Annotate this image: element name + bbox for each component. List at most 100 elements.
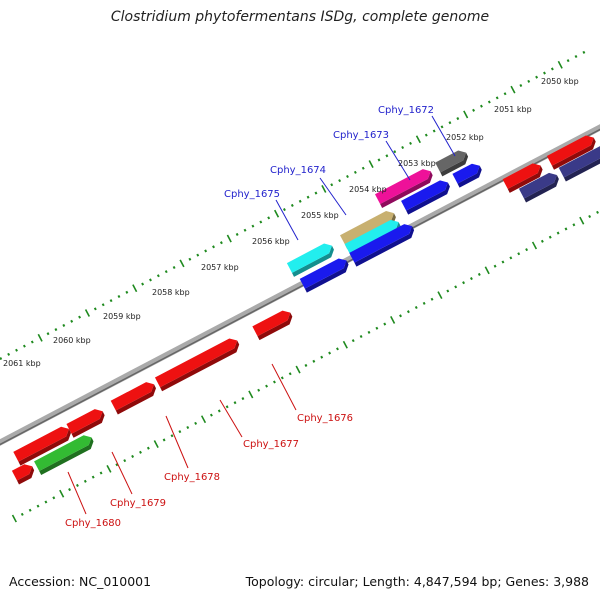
- gene-blue-4[interactable]: [452, 163, 482, 188]
- ruler-minor-tick: [204, 249, 208, 253]
- ruler-minor-tick: [383, 322, 387, 326]
- gene-cphy-1672[interactable]: [435, 150, 469, 177]
- gene-blue-2[interactable]: [349, 224, 415, 267]
- ruler-minor-tick: [367, 330, 371, 334]
- ruler-minor-tick: [440, 125, 444, 129]
- gene-blue-4-body: [452, 163, 480, 184]
- ruler-major-tick: [179, 259, 185, 268]
- gene-cphy-1679[interactable]: [66, 409, 105, 438]
- leader-line: [67, 471, 87, 515]
- ruler-minor-tick: [393, 150, 397, 154]
- ruler-minor-tick: [527, 79, 531, 83]
- gene-blue-1[interactable]: [299, 258, 349, 293]
- ruler-major-tick: [321, 184, 327, 193]
- ruler-minor-tick: [93, 307, 97, 311]
- gene-red-right-1[interactable]: [502, 163, 543, 193]
- gene-red-right-2[interactable]: [546, 135, 596, 170]
- gene-red-right-1-shadow: [507, 165, 543, 193]
- gene-label-cphy-1678[interactable]: Cphy_1678: [164, 472, 220, 483]
- gene-red-left[interactable]: [13, 426, 71, 466]
- ruler-ticks-outer: [0, 50, 586, 361]
- gene-cphy-1680-shadow: [39, 437, 94, 476]
- ruler-minor-tick: [109, 299, 113, 303]
- gene-red-left-shadow: [18, 428, 71, 466]
- gene-cphy-1680[interactable]: [34, 435, 94, 476]
- leader-line: [319, 177, 347, 216]
- ruler-minor-tick: [432, 129, 436, 133]
- ruler-minor-tick: [564, 227, 568, 231]
- gene-cphy-1678[interactable]: [110, 382, 156, 415]
- gene-cphy-1675[interactable]: [286, 243, 334, 277]
- gene-label-cphy-1679[interactable]: Cphy_1679: [110, 498, 166, 509]
- ruler-minor-tick: [241, 397, 245, 401]
- gene-cphy-1676[interactable]: [252, 310, 293, 341]
- gene-cphy-1677-body: [154, 338, 238, 388]
- leader-line: [165, 415, 189, 469]
- leader-line: [275, 199, 299, 241]
- accession-text: Accession: NC_010001: [9, 574, 152, 589]
- ruler-minor-tick: [469, 277, 473, 281]
- ruler-label-2051: 2051 kbp: [494, 105, 532, 114]
- gene-cphy-1674-body: [344, 219, 399, 254]
- ruler-minor-tick: [44, 500, 48, 504]
- ruler-minor-tick: [0, 356, 3, 361]
- gene-cphy-1672-body: [435, 150, 467, 173]
- ruler-minor-tick: [146, 446, 150, 450]
- gene-label-cphy-1676[interactable]: Cphy_1676: [297, 413, 353, 424]
- gene-cphy-1677[interactable]: [154, 338, 240, 392]
- ruler-major-tick: [11, 514, 17, 523]
- ruler-minor-tick: [280, 376, 284, 380]
- gene-label-cphy-1677[interactable]: Cphy_1677: [243, 439, 299, 450]
- ruler-label-2057: 2057 kbp: [201, 263, 239, 272]
- ruler-minor-tick: [62, 323, 66, 327]
- ruler-major-tick: [463, 110, 469, 119]
- gene-label-cphy-1674[interactable]: Cphy_1674: [270, 165, 326, 176]
- ruler-minor-tick: [225, 405, 229, 409]
- ruler-label-2055: 2055 kbp: [301, 211, 339, 220]
- gene-label-cphy-1673[interactable]: Cphy_1673: [333, 130, 389, 141]
- ruler-major-tick: [37, 333, 43, 342]
- ruler-minor-tick: [456, 117, 460, 121]
- ruler-minor-tick: [472, 108, 476, 112]
- ruler-minor-tick: [338, 179, 342, 183]
- ruler-minor-tick: [20, 512, 24, 516]
- ruler-major-tick: [437, 291, 443, 300]
- ruler-minor-tick: [401, 146, 405, 150]
- ruler-label-2059: 2059 kbp: [103, 312, 141, 321]
- gene-blue-2-shadow: [354, 226, 415, 267]
- ruler-minor-tick: [385, 154, 389, 158]
- ruler-minor-tick: [70, 319, 74, 323]
- gene-cphy-1673[interactable]: [374, 169, 433, 208]
- gene-red-edge-body: [11, 464, 33, 481]
- ruler-minor-tick: [477, 272, 481, 276]
- ruler-minor-tick: [141, 282, 145, 286]
- ruler-minor-tick: [566, 59, 570, 63]
- gene-cphy-1673-shadow: [380, 171, 433, 208]
- gene-red-right-1-body: [502, 163, 541, 189]
- ruler-minor-tick: [540, 239, 544, 243]
- ruler-minor-tick: [501, 260, 505, 264]
- gene-slate-1-shadow: [524, 174, 559, 203]
- ruler-major-tick: [484, 266, 490, 275]
- gene-cphy-1680-body: [34, 435, 92, 472]
- ruler-major-tick: [510, 85, 516, 94]
- gene-label-cphy-1675[interactable]: Cphy_1675: [224, 189, 280, 200]
- ruler-minor-tick: [312, 359, 316, 363]
- ruler-minor-tick: [525, 248, 529, 252]
- gene-cphy-1675-shadow: [292, 245, 334, 277]
- ruler-minor-tick: [22, 344, 26, 348]
- ruler-major-tick: [226, 234, 232, 243]
- gene-red-edge-shadow: [16, 466, 35, 485]
- gene-cphy-1675-body: [286, 243, 332, 273]
- gene-red-edge[interactable]: [11, 464, 35, 485]
- gene-slate-1[interactable]: [518, 172, 559, 203]
- gene-slate-2[interactable]: [558, 145, 600, 182]
- gene-label-cphy-1680[interactable]: Cphy_1680: [65, 518, 121, 529]
- ruler-major-tick: [557, 60, 563, 69]
- gene-cphy-1676-body: [252, 310, 291, 337]
- gene-blue-3[interactable]: [401, 180, 450, 215]
- gene-label-cphy-1672[interactable]: Cphy_1672: [378, 105, 434, 116]
- ruler-minor-tick: [288, 372, 292, 376]
- page-title: Clostridium phytofermentans ISDg, comple…: [110, 9, 490, 25]
- ruler-minor-tick: [257, 388, 261, 392]
